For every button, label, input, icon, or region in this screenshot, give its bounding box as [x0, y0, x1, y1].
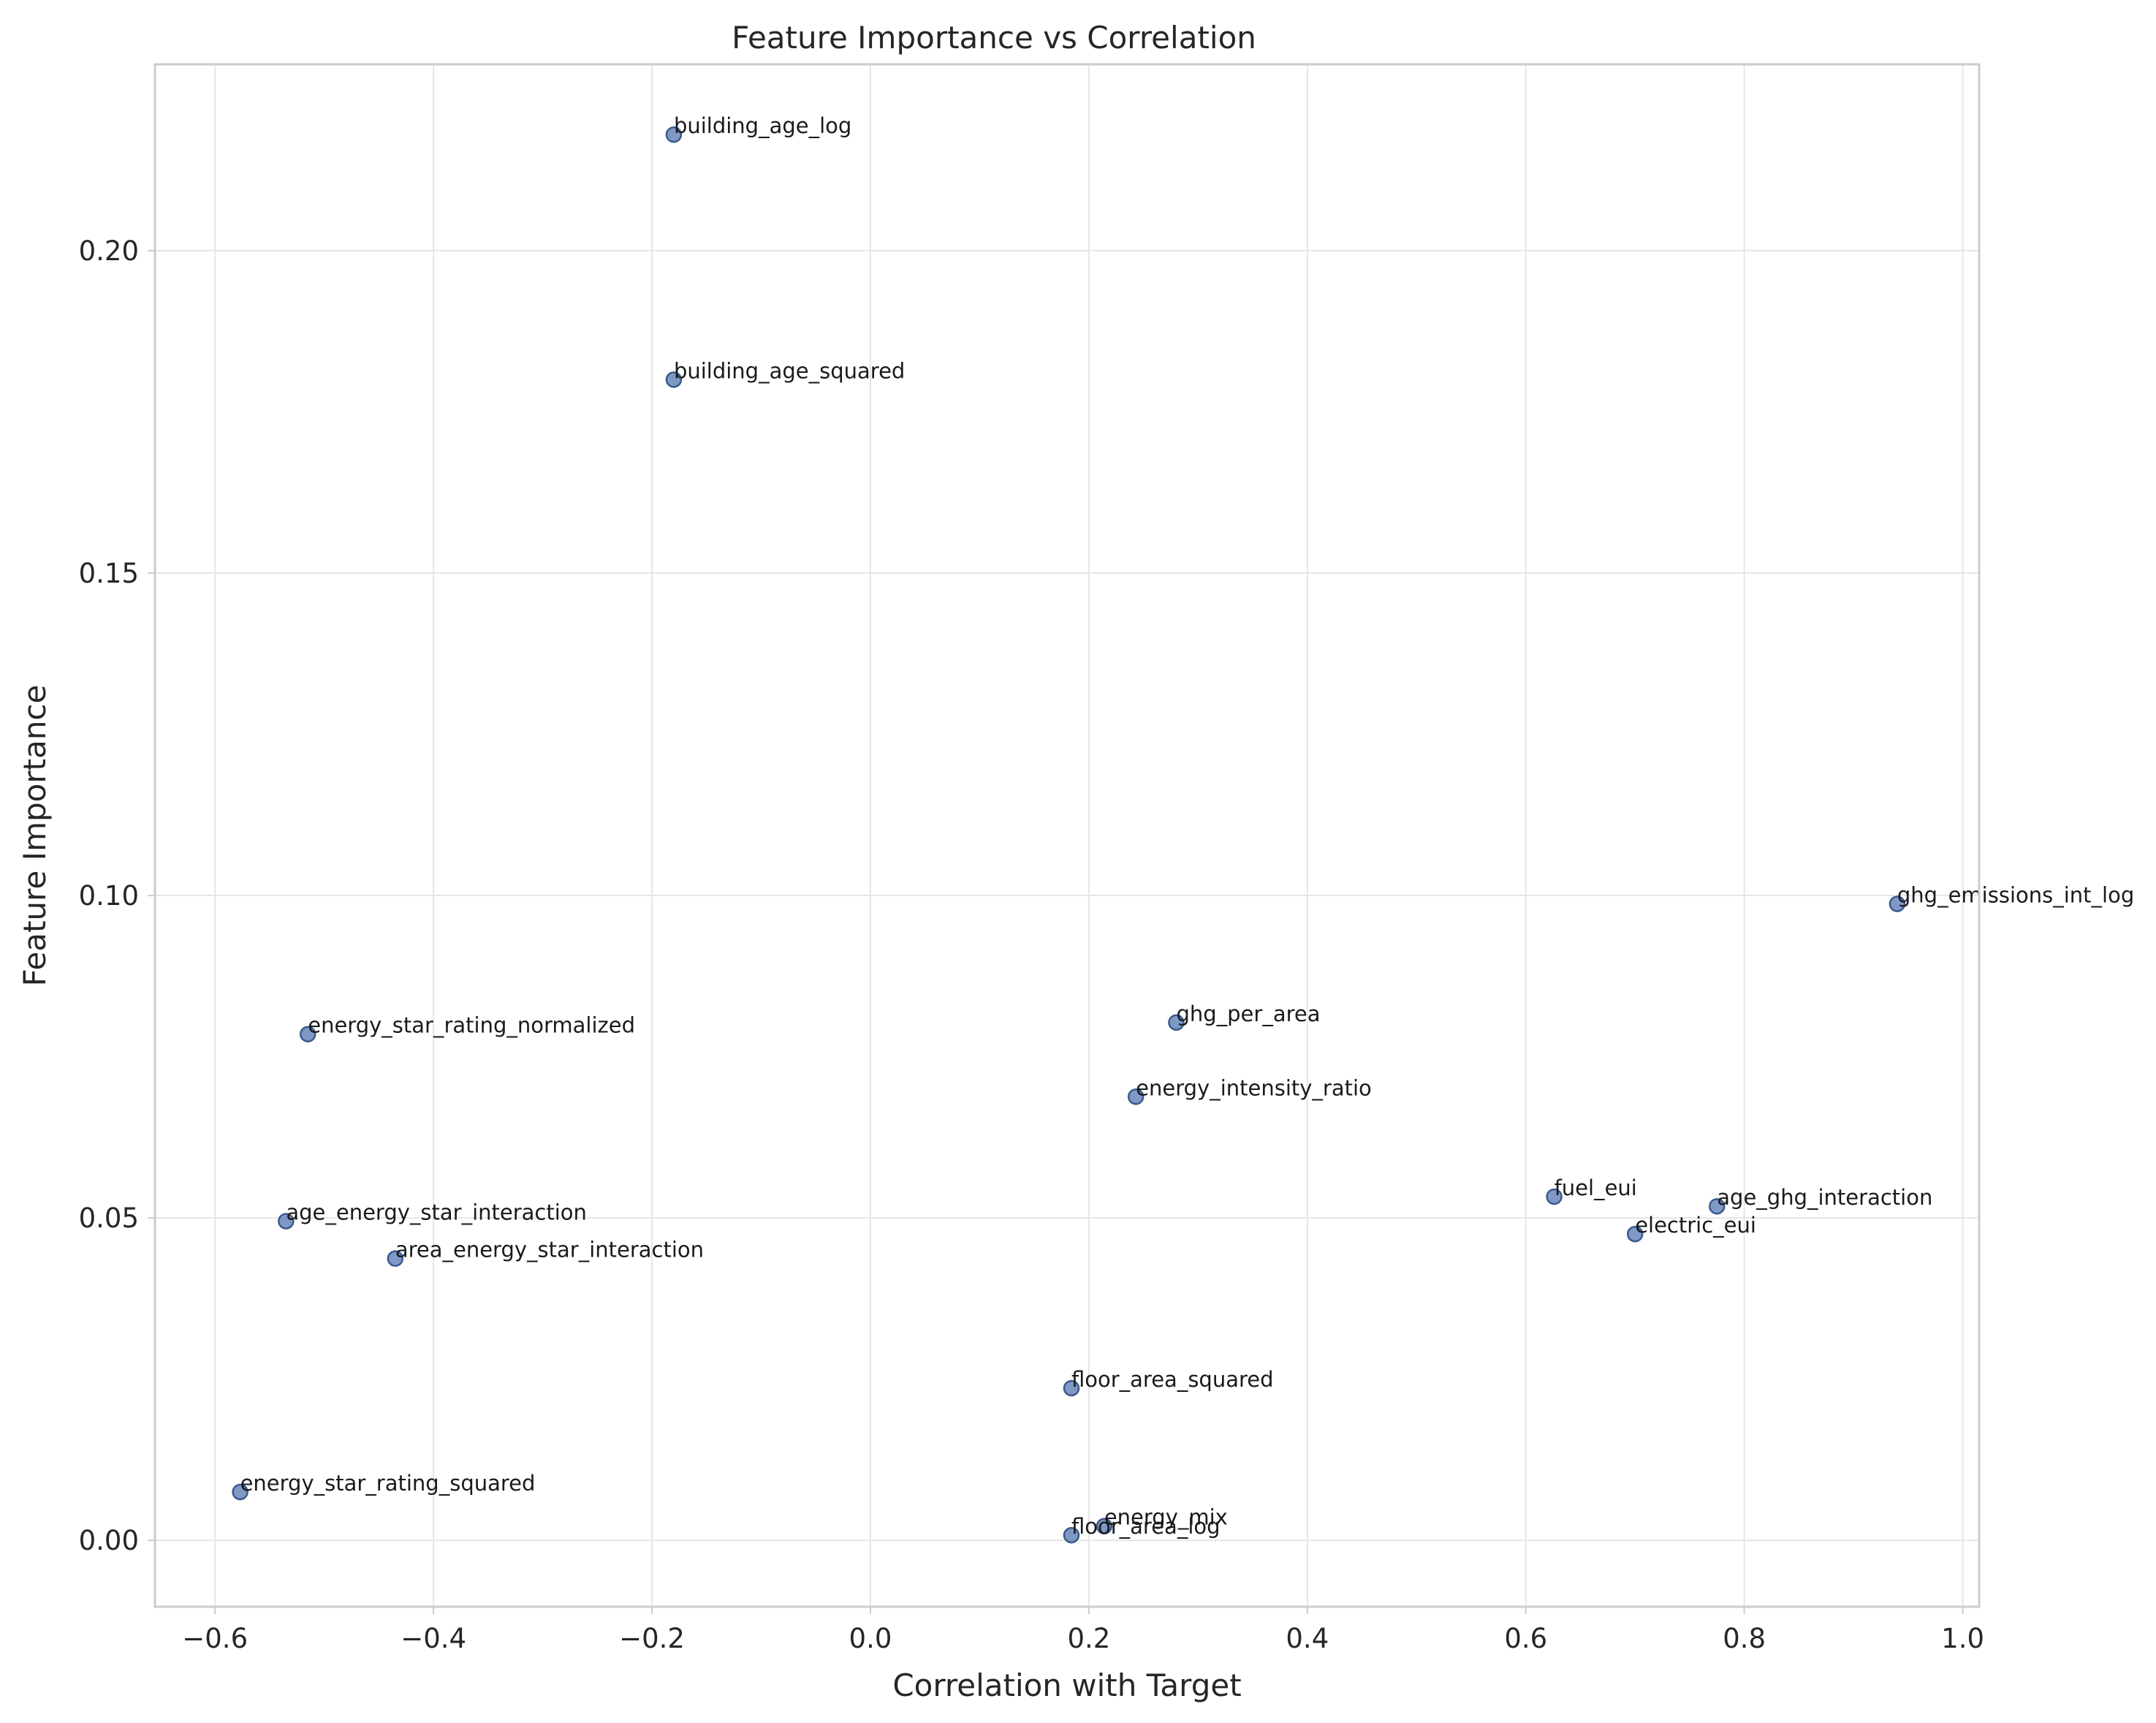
data-points — [232, 126, 1906, 1544]
point-label: energy_mix — [1104, 1505, 1228, 1530]
point-label: age_ghg_interaction — [1717, 1185, 1932, 1210]
point-label: electric_eui — [1635, 1213, 1756, 1238]
x-axis-ticks: −0.6 −0.4 −0.2 0.0 0.2 0.4 0.6 0.8 1.0 — [182, 1607, 1984, 1654]
y-tick-label: 0.15 — [79, 558, 139, 589]
y-axis-label: Feature Importance — [17, 685, 53, 987]
data-point — [1096, 1518, 1113, 1534]
point-label: floor_area_squared — [1071, 1367, 1274, 1392]
point-label: energy_intensity_ratio — [1136, 1075, 1372, 1100]
y-tick-label: 0.05 — [79, 1203, 139, 1234]
point-label: ghg_per_area — [1176, 1001, 1320, 1026]
x-tick-label: 1.0 — [1941, 1623, 1984, 1654]
point-label: ghg_emissions_int_log — [1897, 883, 2134, 908]
data-point — [1168, 1014, 1185, 1031]
data-point — [1063, 1379, 1080, 1397]
data-point — [299, 1026, 316, 1042]
x-tick-label: 0.0 — [849, 1623, 892, 1654]
point-label: area_energy_star_interaction — [395, 1238, 704, 1262]
point-label: energy_star_rating_squared — [240, 1471, 536, 1496]
data-point — [1546, 1188, 1563, 1205]
x-tick-label: 0.6 — [1504, 1623, 1547, 1654]
plot-frame — [153, 63, 1981, 1608]
x-tick-label: −0.4 — [401, 1623, 466, 1654]
data-point — [1063, 1526, 1080, 1544]
point-label: energy_star_rating_normalized — [308, 1013, 635, 1038]
x-tick-label: 0.4 — [1286, 1623, 1329, 1654]
data-point — [1889, 895, 1906, 912]
data-point — [665, 371, 683, 388]
data-point — [665, 126, 683, 143]
x-axis-label: Correlation with Target — [892, 1667, 1241, 1703]
point-label: age_energy_star_interaction — [286, 1200, 587, 1225]
y-tick-label: 0.10 — [79, 880, 139, 912]
data-point — [1127, 1088, 1145, 1105]
y-tick-label: 0.20 — [79, 235, 139, 267]
y-axis-ticks: 0.00 0.05 0.10 0.15 0.20 — [79, 235, 155, 1556]
point-label: building_age_log — [674, 113, 851, 138]
x-tick-label: 0.2 — [1067, 1623, 1110, 1654]
data-point — [278, 1213, 295, 1230]
x-tick-label: 0.8 — [1723, 1623, 1766, 1654]
data-point — [232, 1483, 248, 1501]
x-tick-label: −0.2 — [619, 1623, 685, 1654]
point-label: fuel_eui — [1555, 1175, 1637, 1200]
data-point — [1709, 1197, 1726, 1215]
point-label: floor_area_log — [1071, 1514, 1221, 1539]
grid-lines — [155, 64, 1979, 1607]
point-label: building_age_squared — [674, 358, 905, 383]
chart-title: Feature Importance vs Correlation — [732, 20, 1256, 56]
point-labels: building_age_log building_age_squared ghg_… — [240, 113, 2135, 1539]
data-point — [1626, 1225, 1644, 1243]
x-tick-label: −0.6 — [182, 1623, 248, 1654]
y-tick-label: 0.00 — [79, 1525, 139, 1556]
data-point — [387, 1250, 404, 1267]
